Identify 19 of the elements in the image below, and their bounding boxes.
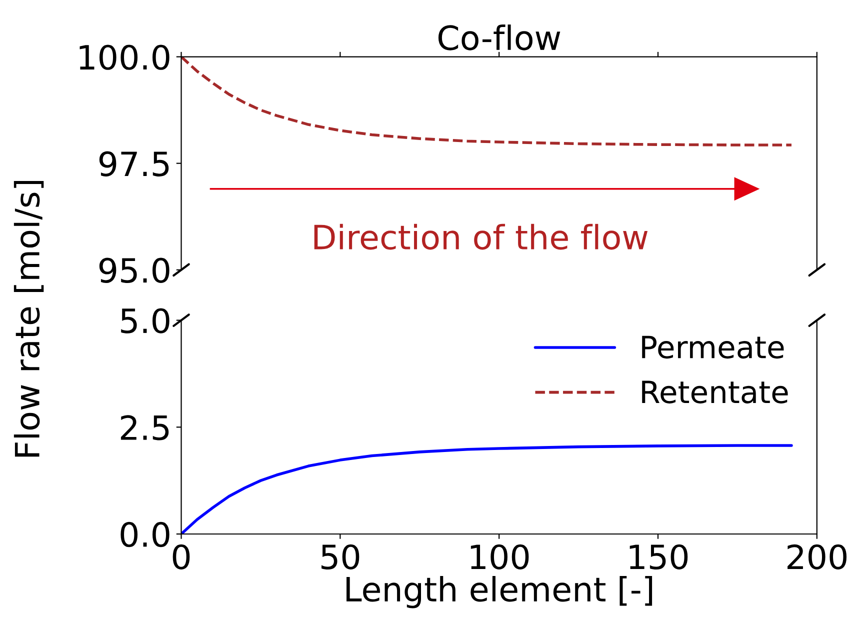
x-tick-label: 100 (470, 544, 529, 570)
line-series (181, 444, 793, 534)
legend-label: Retentate (642, 380, 788, 404)
annotation: Direction of the flow (314, 224, 648, 250)
x-tick-label: 150 (630, 544, 688, 570)
x-tick-label: 200 (788, 544, 847, 570)
y-tick-label: 97.5 (99, 151, 169, 176)
y-tick-label: 0.0 (120, 522, 170, 548)
y-axis-title: Flow rate [mol/s] (14, 181, 44, 457)
x-tick-label: 50 (322, 544, 360, 570)
chart-title: Co-flow (438, 24, 560, 50)
y-tick-label: 2.5 (120, 415, 169, 440)
line-series (181, 56, 793, 146)
y-tick-label: 100.0 (80, 44, 170, 70)
y-tick-label: 5.0 (121, 308, 170, 334)
x-tick-label: 0 (172, 544, 190, 570)
x-axis-title: Length element [-] (346, 576, 652, 608)
legend-label: Permeate (642, 336, 784, 359)
y-tick-label: 95.0 (99, 258, 170, 284)
